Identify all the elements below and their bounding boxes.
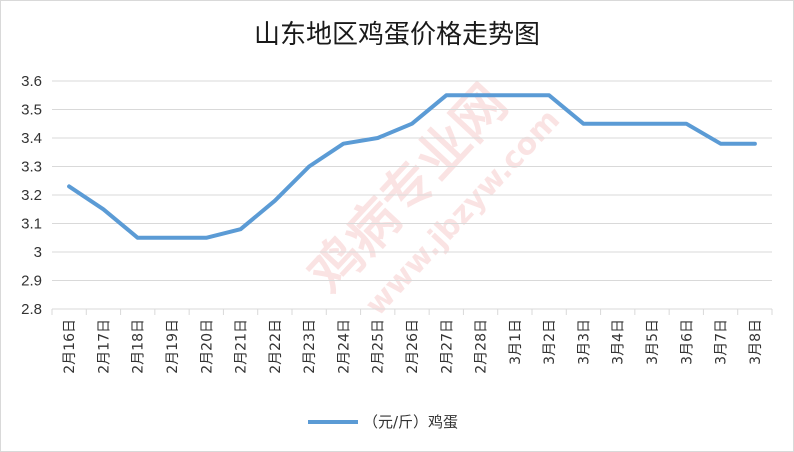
gridlines <box>52 80 772 310</box>
x-tick-label: 2月18日 <box>131 319 147 374</box>
x-tick-label: 2月28日 <box>474 319 490 374</box>
x-tick-label: 3月1日 <box>508 319 524 365</box>
x-tick-label: 2月23日 <box>302 319 318 374</box>
x-tick-label: 2月24日 <box>336 319 352 374</box>
x-tick-label: 2月27日 <box>439 319 455 374</box>
y-tick-label: 3 <box>34 244 42 261</box>
y-tick-label: 3.2 <box>21 187 42 204</box>
x-tick-label: 3月7日 <box>714 319 730 365</box>
y-tick-label: 3.4 <box>21 130 42 147</box>
x-tick-label: 3月2日 <box>542 319 558 365</box>
y-tick-label: 2.9 <box>21 273 42 290</box>
y-tick-label: 3.6 <box>21 73 42 90</box>
chart-title: 山东地区鸡蛋价格走势图 <box>254 20 540 50</box>
x-axis-ticks: 2月16日 2月17日 2月18日 2月19日 2月20日 2月21日 2月22日 2月23日… <box>51 309 773 374</box>
x-tick-label: 2月20日 <box>199 319 215 374</box>
x-tick-label: 3月5日 <box>645 319 661 365</box>
x-tick-label: 2月25日 <box>371 319 387 374</box>
y-tick-label: 2.8 <box>21 301 42 318</box>
y-tick-label: 3.1 <box>21 216 42 233</box>
x-tick-label: 3月4日 <box>611 319 627 365</box>
legend-label: （元/斤）鸡蛋 <box>363 413 458 431</box>
series-group <box>67 93 757 240</box>
y-tick-label: 3.5 <box>21 102 42 119</box>
x-tick-label: 2月26日 <box>405 319 421 374</box>
x-tick-label: 3月8日 <box>748 319 764 365</box>
x-tick-label: 2月21日 <box>234 319 250 374</box>
y-axis-ticks: 2.8 2.9 3 3.1 3.2 3.3 3.4 3.5 3.6 <box>21 73 42 318</box>
series-line <box>67 93 757 240</box>
x-tick-label: 2月19日 <box>165 319 181 374</box>
legend: （元/斤）鸡蛋 <box>308 413 458 431</box>
x-tick-label: 2月22日 <box>268 319 284 374</box>
x-tick-label: 3月6日 <box>679 319 695 365</box>
x-tick-label: 2月17日 <box>96 319 112 374</box>
x-tick-label: 3月3日 <box>576 319 592 365</box>
y-tick-label: 3.3 <box>21 159 42 176</box>
x-tick-label: 2月16日 <box>62 319 78 374</box>
